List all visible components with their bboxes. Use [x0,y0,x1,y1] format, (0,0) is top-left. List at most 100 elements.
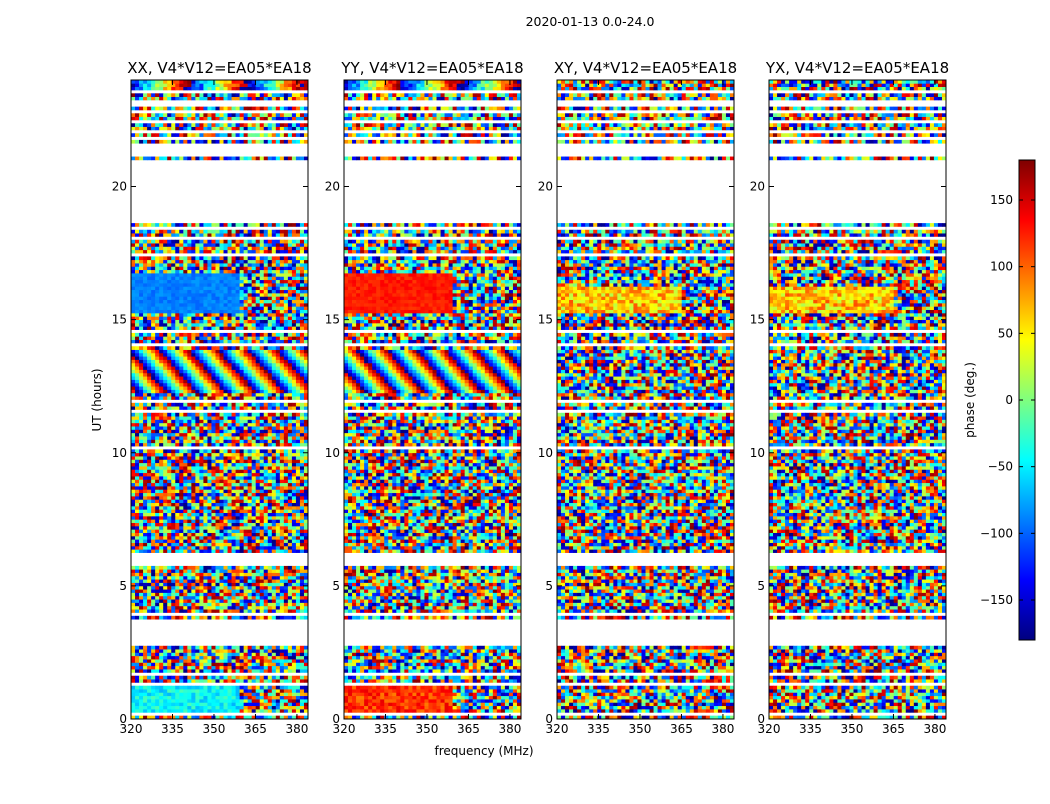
heatmap-cell [155,509,160,514]
heatmap-cell [259,462,265,467]
heatmap-cell [195,535,200,540]
heatmap-cell [131,296,136,301]
heatmap-cell [195,456,200,460]
heatmap-cell [271,689,277,693]
heatmap-cell [247,509,253,514]
heatmap-cell [235,382,240,387]
heatmap-cell [151,659,156,663]
heatmap-cell [139,326,144,330]
heatmap-cell [135,705,140,710]
heatmap-cell [175,299,180,304]
heatmap-cell [235,416,240,420]
heatmap-cell [275,472,281,477]
heatmap-cell [223,519,228,523]
heatmap-cell [275,645,281,650]
heatmap-cell [239,469,244,474]
heatmap-cell [135,595,140,600]
heatmap-cell [131,402,136,407]
heatmap-cell [187,456,192,460]
heatmap-cell [175,695,180,700]
heatmap-cell [187,389,192,394]
heatmap-cell [243,283,249,287]
heatmap-cell [191,369,196,374]
heatmap-cell [135,326,140,330]
heatmap-cell [139,359,144,364]
heatmap-cell [235,422,240,427]
heatmap-cell [291,442,297,447]
heatmap-cell [211,482,216,487]
heatmap-cell [167,539,172,543]
heatmap-cell [163,456,168,460]
heatmap-cell [151,356,156,360]
heatmap-cell [295,372,301,377]
heatmap-cell [175,602,180,607]
heatmap-cell [151,429,156,434]
heatmap-cell [231,369,236,374]
heatmap-cell [195,283,200,287]
heatmap-cell [179,283,184,287]
heatmap-cell [223,565,228,570]
heatmap-cell [191,486,196,490]
heatmap-cell [235,286,240,291]
heatmap-cell [131,336,136,340]
heatmap-cell [171,532,176,537]
heatmap-cell [239,466,244,470]
heatmap-cell [243,595,249,600]
heatmap-cell [263,273,269,277]
heatmap-cell [203,462,208,467]
heatmap-cell [203,416,208,420]
heatmap-cell [247,715,253,720]
heatmap-cell [199,349,204,354]
heatmap-cell [303,579,309,583]
heatmap-cell [203,645,208,650]
heatmap-cell [295,609,301,613]
heatmap-cell [259,499,265,504]
heatmap-cell [179,389,184,394]
heatmap-cell [203,336,208,340]
heatmap-cell [211,602,216,607]
heatmap-cell [163,432,168,437]
heatmap-cell [299,429,305,434]
heatmap-cell [223,376,228,380]
heatmap-cell [195,509,200,514]
heatmap-cell [223,512,228,517]
heatmap-cell [147,486,152,490]
heatmap-cell [179,705,184,710]
heatmap-cell [199,352,204,357]
heatmap-cell [175,522,180,527]
heatmap-cell [179,615,184,620]
heatmap-cell [299,486,305,490]
heatmap-cell [183,522,188,527]
heatmap-cell [271,339,277,344]
heatmap-cell [135,522,140,527]
heatmap-cell [259,659,265,663]
heatmap-cell [247,349,253,354]
heatmap-cell [303,542,309,547]
heatmap-cell [139,382,144,387]
heatmap-cell [259,442,265,447]
heatmap-cell [235,519,240,523]
heatmap-cell [243,679,249,683]
heatmap-cell [303,662,309,667]
heatmap-cell [143,592,148,597]
heatmap-cell [259,276,265,281]
heatmap-cell [267,695,273,700]
heatmap-cell [287,359,293,364]
heatmap-cell [211,522,216,527]
heatmap-cell [139,529,144,533]
heatmap-cell [231,522,236,527]
heatmap-cell [167,705,172,710]
heatmap-cell [223,502,228,507]
heatmap-cell [255,299,261,304]
heatmap-cell [291,293,297,297]
heatmap-cell [199,332,204,337]
heatmap-cell [147,273,152,277]
heatmap-cell [235,535,240,540]
heatmap-cell [167,715,172,720]
heatmap-cell [171,542,176,547]
heatmap-cell [227,422,232,427]
heatmap-cell [299,456,305,460]
heatmap-cell [195,702,200,707]
heatmap-cell [287,675,293,680]
heatmap-cell [227,412,232,417]
